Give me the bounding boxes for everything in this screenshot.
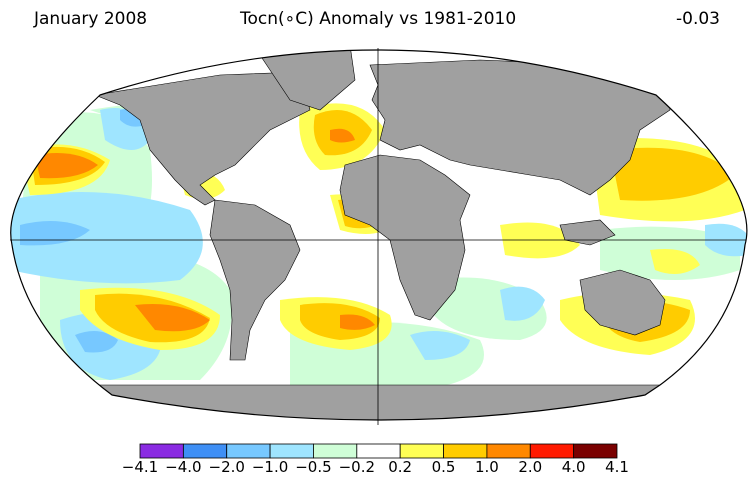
colorbar-swatch	[226, 443, 271, 459]
anomaly-cold	[20, 109, 145, 353]
antarctica	[59, 384, 701, 420]
colorbar-tick-label: 1.0	[474, 458, 499, 476]
colorbar-tick-label: −1.0	[251, 458, 289, 476]
australia	[579, 269, 666, 336]
colorbar-swatch	[486, 443, 531, 459]
colorbar-swatch	[443, 443, 488, 459]
colorbar-tick-label: 0.2	[388, 458, 413, 476]
greenland	[259, 50, 356, 111]
colorbar-tick-label: 0.5	[431, 458, 456, 476]
colorbar-tick-label: 2.0	[518, 458, 543, 476]
colorbar-tick-label: −4.0	[165, 458, 202, 476]
colorbar-tick-label: 4.0	[561, 458, 586, 476]
colorbar-swatch	[182, 443, 228, 459]
colorbar-swatch	[399, 443, 444, 459]
colorbar-swatch	[573, 443, 618, 459]
colorbar-tick-label: −2.0	[208, 458, 245, 476]
africa	[339, 154, 471, 321]
map-title: Tocn(∘C) Anomaly vs 1981-2010	[240, 9, 517, 29]
colorbar-tick-label: −0.2	[338, 458, 376, 476]
colorbar-swatch	[356, 443, 401, 459]
colorbar-swatch	[269, 443, 314, 459]
map-border	[10, 49, 748, 421]
global-mean-anomaly: -0.03	[676, 9, 720, 29]
colorbar-tick-label: −0.5	[295, 458, 332, 476]
colorbar-tick-label: −4.1	[121, 458, 159, 476]
map-date: January 2008	[34, 9, 148, 29]
colorbar-tick-label: 4.1	[605, 458, 629, 476]
colorbar-swatch	[313, 443, 358, 459]
colorbar-swatch	[529, 443, 575, 459]
anomaly-map	[10, 48, 748, 425]
colorbar-swatch	[139, 443, 184, 459]
